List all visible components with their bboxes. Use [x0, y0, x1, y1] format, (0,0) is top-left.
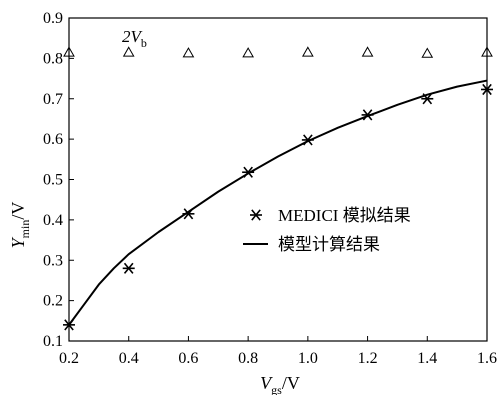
x-tick-label: 0.4 [119, 350, 139, 367]
x-axis-title: Vgs/V [260, 373, 300, 395]
y-tick-label: 0.2 [43, 293, 63, 310]
x-tick-label: 0.2 [59, 350, 79, 367]
x-axis-ticks: 0.2 0.4 0.6 0.8 1.0 1.2 1.4 1.6 [59, 336, 497, 367]
y-tick-label: 0.9 [43, 10, 63, 27]
vb-triangle-point [63, 46, 75, 57]
medici-point [122, 262, 135, 274]
vb-triangle-point [182, 47, 195, 58]
series-1 [68, 79, 488, 326]
legend: MEDICI 模拟结果 模型计算结果 [243, 206, 411, 254]
medici-point [481, 83, 493, 96]
legend-asterisk-marker [250, 209, 262, 221]
x-tick-label: 1.4 [417, 350, 437, 367]
x-tick-label: 1.0 [298, 350, 318, 367]
plot-frame [68, 17, 488, 342]
x-tick-label: 0.8 [238, 350, 258, 367]
y-tick-label: 0.3 [43, 252, 63, 269]
model-curve [68, 79, 488, 326]
legend-label-model: 模型计算结果 [278, 235, 380, 254]
legend-asterisk-icon [250, 209, 262, 221]
x-tick-label: 1.2 [358, 350, 378, 367]
y-tick-label: 0.8 [43, 50, 63, 67]
x-tick-label: 0.6 [178, 350, 198, 367]
y-tick-label: 0.7 [43, 91, 63, 108]
y-tick-label: 0.6 [43, 131, 63, 148]
plot-border [68, 17, 488, 342]
vb-triangle-point [481, 46, 493, 57]
vb-triangle-point [421, 47, 434, 58]
vb-triangle-point [122, 46, 135, 57]
y-tick-label: 0.5 [43, 172, 63, 189]
legend-label-medici: MEDICI 模拟结果 [278, 206, 411, 225]
series-2 [63, 46, 493, 58]
annotation-2vb: 2Vb [122, 27, 147, 50]
vb-triangle-point [242, 47, 255, 58]
x-tick-label: 1.6 [477, 350, 497, 367]
y-tick-label: 0.1 [43, 333, 63, 350]
y-axis-ticks: 0.1 0.2 0.3 0.4 0.5 0.6 0.7 0.8 0.9 [43, 10, 74, 350]
vb-triangle-point [361, 46, 374, 57]
vb-triangle-point [301, 46, 314, 57]
y-tick-label: 0.4 [43, 212, 63, 229]
series-layer [63, 46, 493, 331]
y-axis-title: Ymin/V [8, 202, 32, 249]
